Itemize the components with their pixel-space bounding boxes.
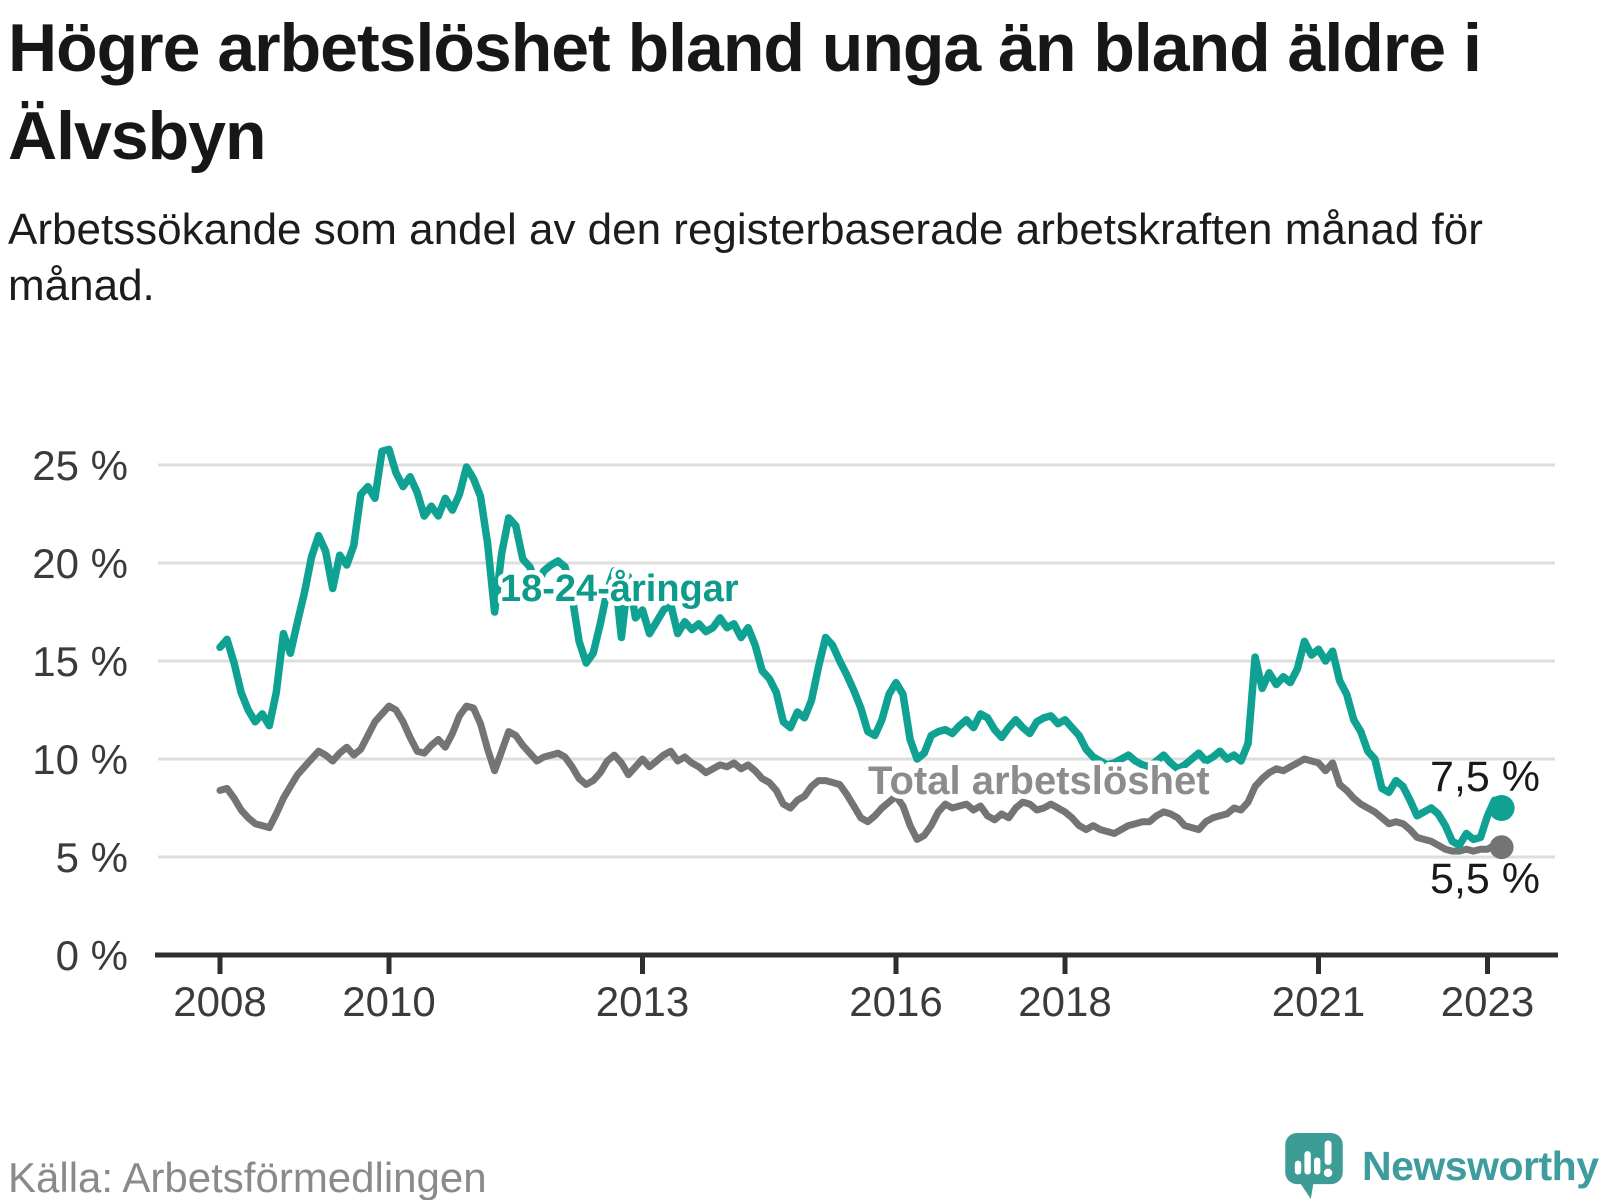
series-total-end-value: 5,5 %: [1430, 855, 1540, 903]
y-axis-label: 0 %: [56, 932, 128, 979]
series-youth-endpoint: [1488, 795, 1515, 821]
x-axis-label: 2016: [849, 978, 942, 1025]
logo-bar-medium: [1314, 1157, 1321, 1175]
series-total-line: [216, 702, 1506, 855]
x-axis-label: 2023: [1441, 978, 1534, 1025]
series-total-endpoint: [1489, 835, 1514, 860]
series-youth-line: [216, 445, 1506, 849]
logo-exclamation-dot: [1323, 1168, 1333, 1178]
y-axis-label: 15 %: [32, 638, 128, 685]
source-credit: Källa: Arbetsförmedlingen: [8, 1154, 487, 1200]
page-title: Högre arbetslöshet bland unga än bland ä…: [8, 10, 1482, 174]
x-axis-label: 2010: [342, 978, 435, 1025]
series-youth-label: 18-24-åringar: [500, 568, 739, 610]
logo-bar-short: [1294, 1160, 1302, 1175]
x-axis-label: 2008: [173, 978, 266, 1025]
y-axis-label: 5 %: [56, 834, 128, 881]
newsworthy-brand: Newsworthy: [1284, 1132, 1599, 1200]
x-axis-label: 2018: [1018, 978, 1111, 1025]
newsworthy-logo-icon: [1285, 1133, 1343, 1199]
y-axis-label: 10 %: [32, 736, 128, 783]
logo-exclamation-bar: [1324, 1140, 1332, 1165]
y-axis-label: 25 %: [32, 442, 128, 489]
series-youth-end-value: 7,5 %: [1430, 753, 1540, 801]
page-subtitle: Arbetssökande som andel av den registerb…: [8, 205, 1483, 310]
series-total-label: Total arbetslöshet: [868, 759, 1210, 803]
x-axis-label: 2021: [1272, 978, 1365, 1025]
y-axis-label: 20 %: [32, 540, 128, 587]
x-axis-label: 2013: [596, 978, 689, 1025]
logo-bar-tall: [1304, 1151, 1311, 1175]
newsworthy-brand-name: Newsworthy: [1362, 1142, 1599, 1189]
